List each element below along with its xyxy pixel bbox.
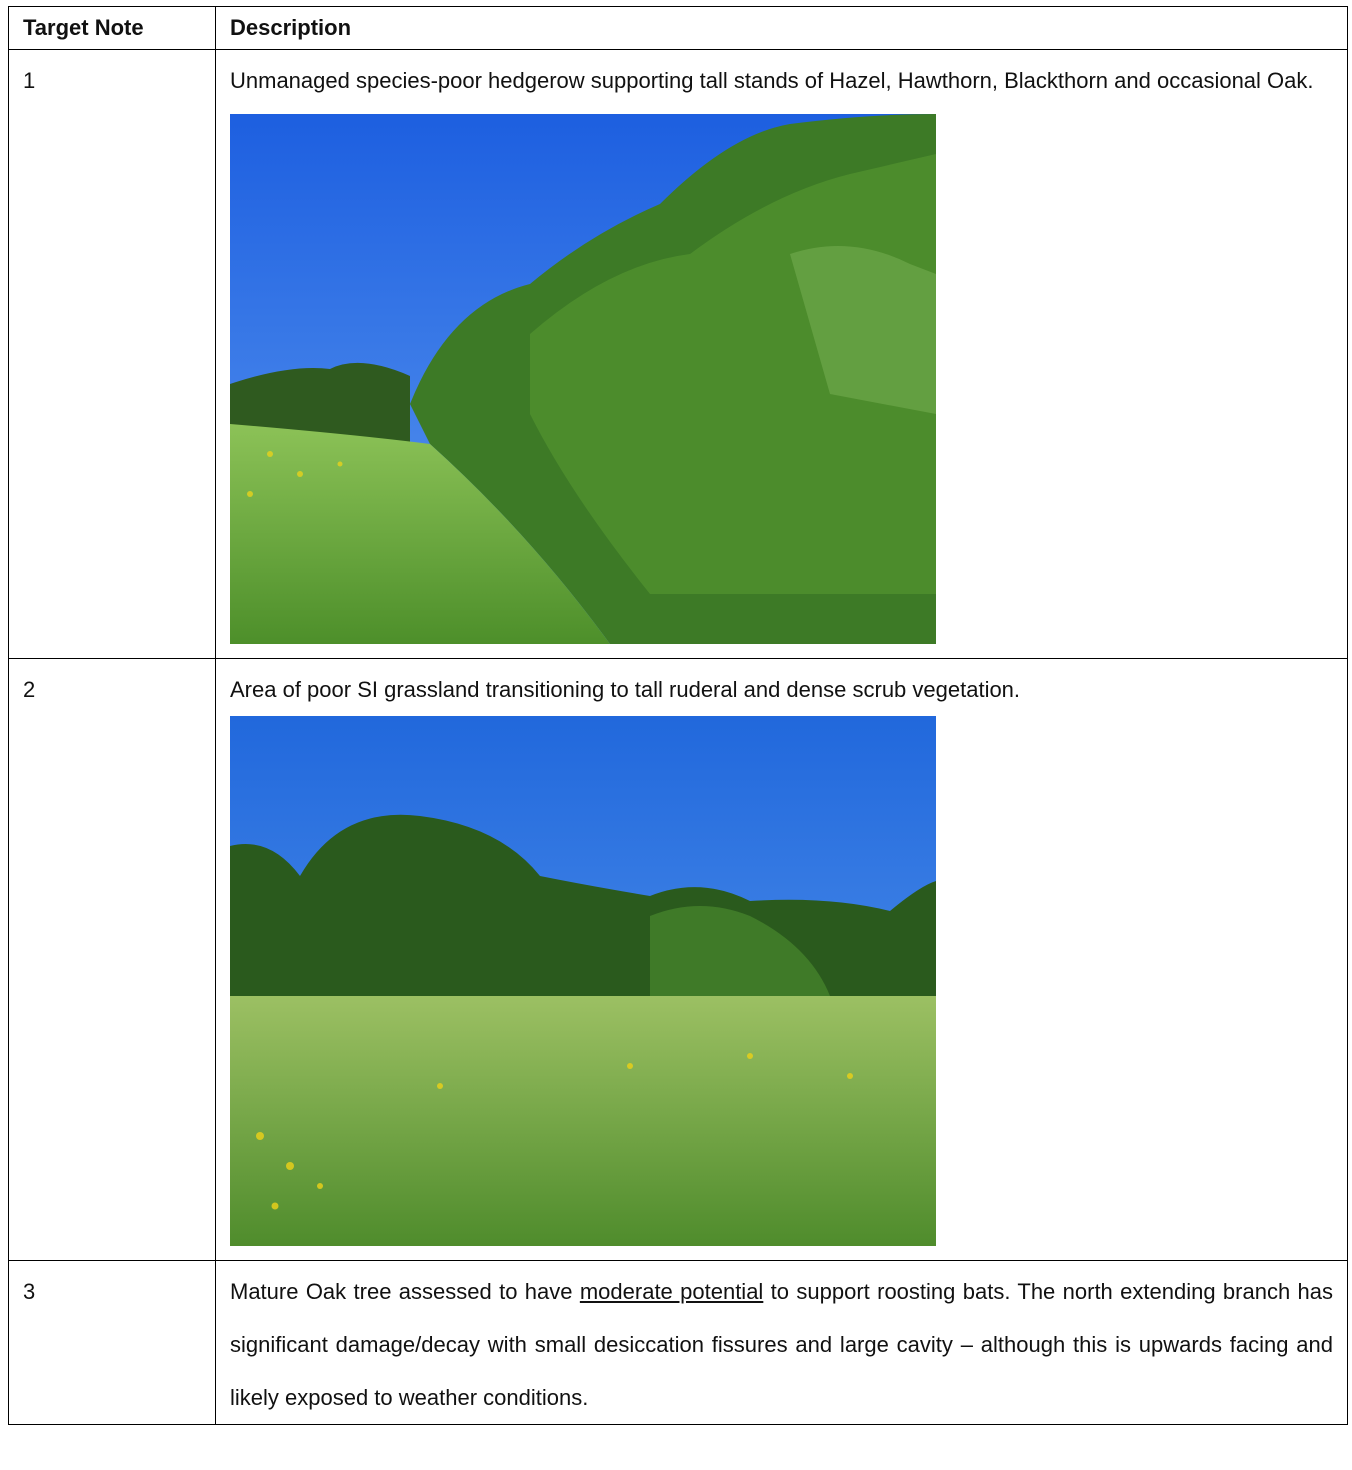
text: to support roosting bats. The north exte… [230,1279,1333,1410]
underlined-text: moderate potential [579,1279,764,1304]
header-row: Target Note Description [8,6,1348,50]
note-cell: 1 [8,49,216,659]
text: Mature Oak tree assessed to have [230,1279,580,1304]
photo-hedgerow [230,114,936,644]
header-cell: Target Note [8,6,216,50]
row: 1 Unmanaged species-poor hedgerow suppor… [8,49,1348,659]
description: Area of poor SI grassland transitioning … [230,677,1021,702]
target-notes-table: Target Note Description 1 Unmanaged spec… [8,6,1348,1425]
row: 2 Area of poor SI grassland transitionin… [8,658,1348,1261]
note-cell: 2 [8,658,216,1261]
description-cell: Area of poor SI grassland transitioning … [215,658,1348,1261]
header-cell: Description [215,6,1348,50]
photo-grassland [230,716,936,1246]
description-cell: Mature Oak tree assessed to have moderat… [215,1260,1348,1425]
description: Mature Oak tree assessed to have moderat… [230,1265,1333,1424]
description-cell: Unmanaged species-poor hedgerow supporti… [215,49,1348,659]
description: Unmanaged species-poor hedgerow supporti… [230,68,1314,93]
note-cell: 3 [8,1260,216,1425]
row: 3 Mature Oak tree assessed to have moder… [8,1260,1348,1425]
